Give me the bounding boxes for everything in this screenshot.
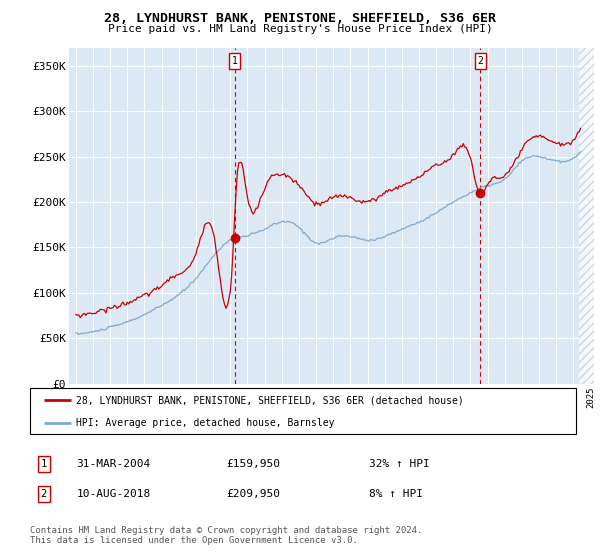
Text: Price paid vs. HM Land Registry's House Price Index (HPI): Price paid vs. HM Land Registry's House … [107, 24, 493, 34]
Text: £159,950: £159,950 [227, 459, 281, 469]
Text: 32% ↑ HPI: 32% ↑ HPI [368, 459, 429, 469]
Text: 8% ↑ HPI: 8% ↑ HPI [368, 489, 422, 499]
Text: 1: 1 [232, 56, 238, 66]
Text: £209,950: £209,950 [227, 489, 281, 499]
FancyBboxPatch shape [30, 388, 576, 434]
Text: 31-MAR-2004: 31-MAR-2004 [76, 459, 151, 469]
Text: 10-AUG-2018: 10-AUG-2018 [76, 489, 151, 499]
Text: 28, LYNDHURST BANK, PENISTONE, SHEFFIELD, S36 6ER (detached house): 28, LYNDHURST BANK, PENISTONE, SHEFFIELD… [76, 395, 464, 405]
Text: 1: 1 [41, 459, 47, 469]
Text: 28, LYNDHURST BANK, PENISTONE, SHEFFIELD, S36 6ER: 28, LYNDHURST BANK, PENISTONE, SHEFFIELD… [104, 12, 496, 25]
Text: 2: 2 [41, 489, 47, 499]
Text: HPI: Average price, detached house, Barnsley: HPI: Average price, detached house, Barn… [76, 418, 335, 427]
Text: 2: 2 [478, 56, 484, 66]
Text: Contains HM Land Registry data © Crown copyright and database right 2024.
This d: Contains HM Land Registry data © Crown c… [30, 526, 422, 545]
